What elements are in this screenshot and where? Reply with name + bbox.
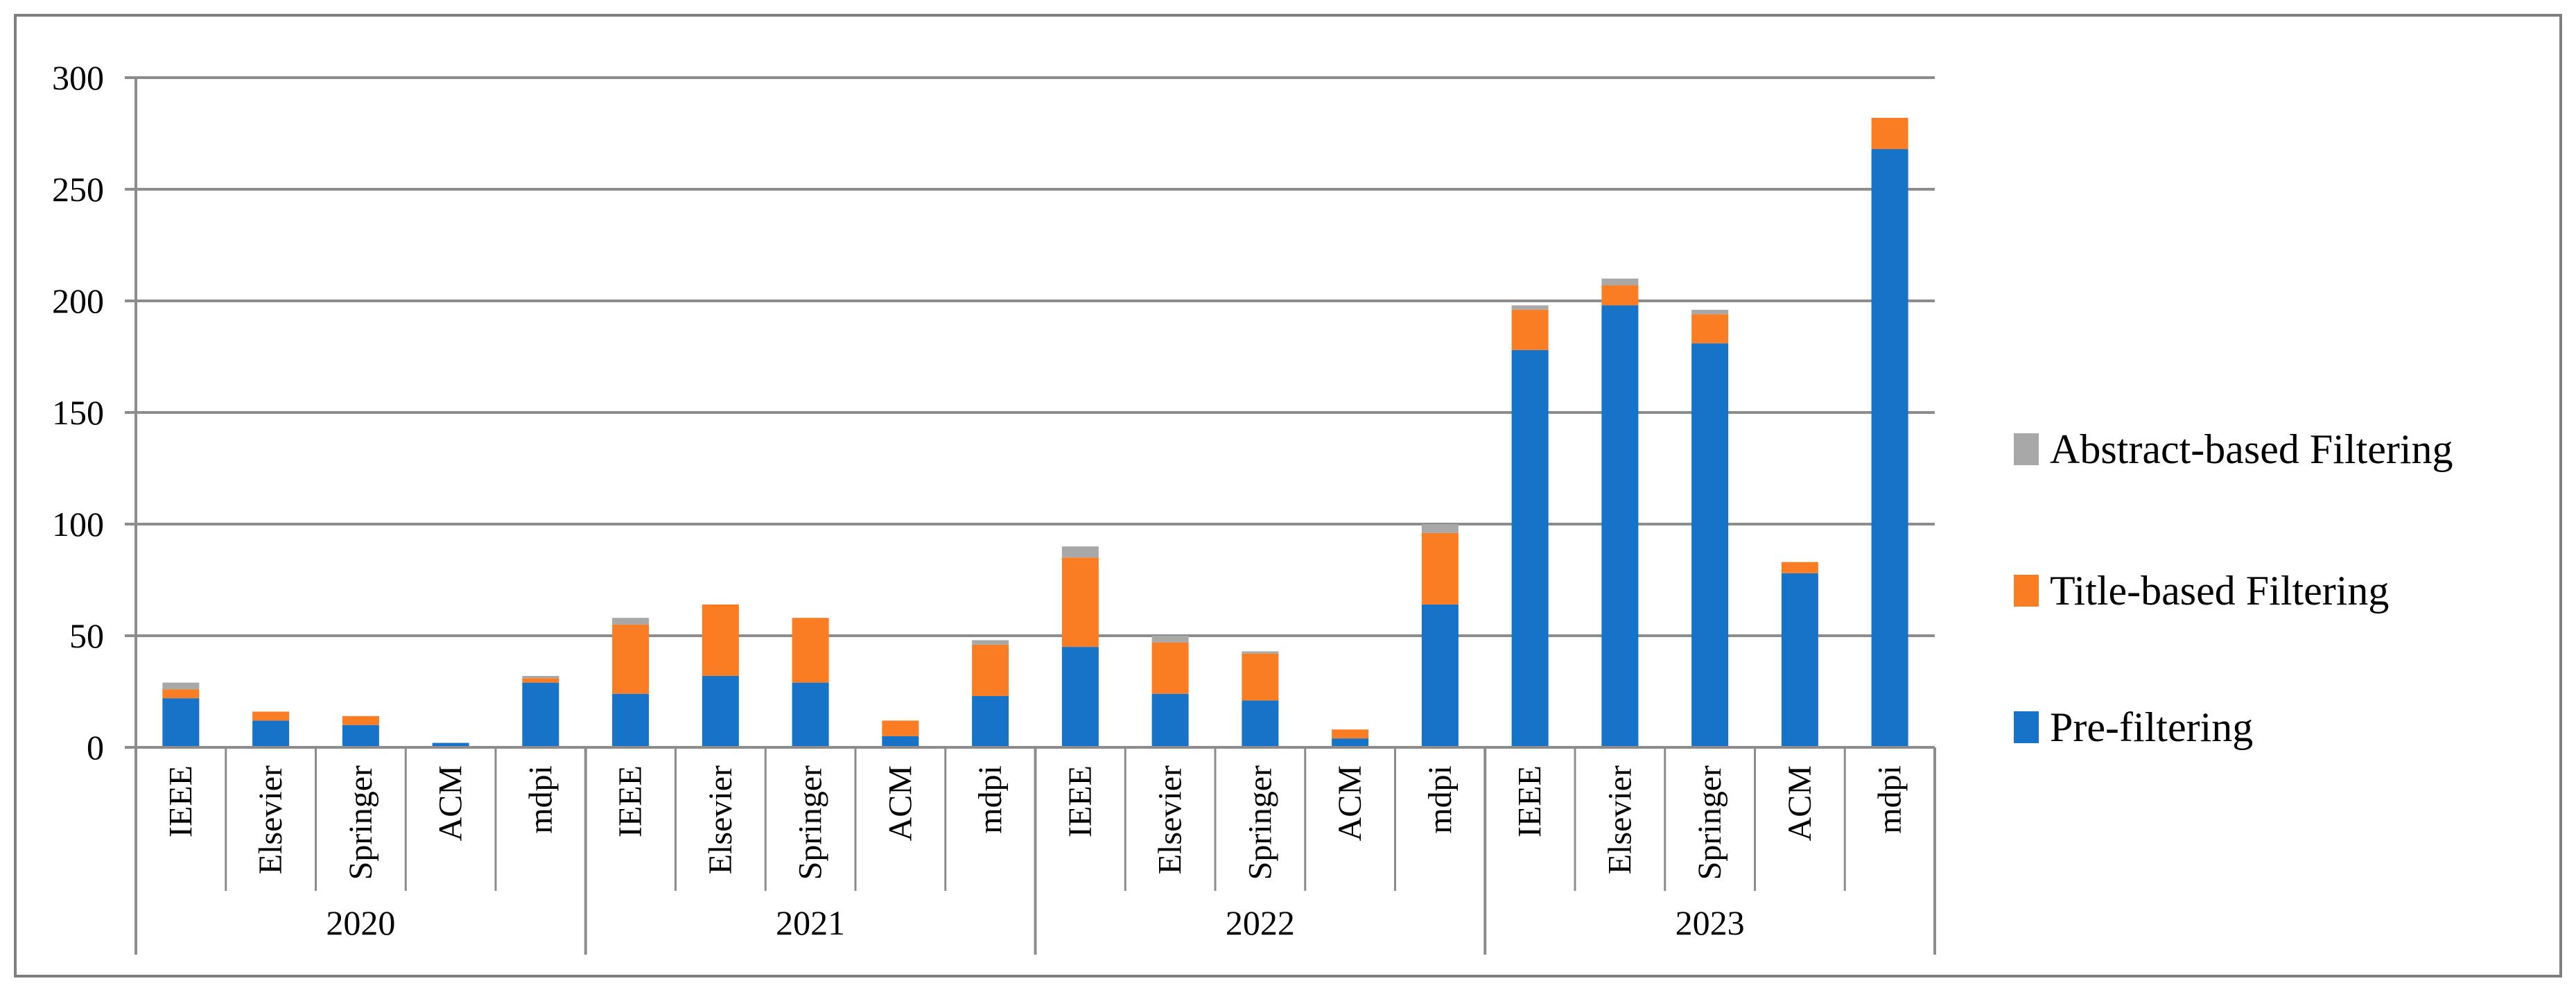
bar-segment-2023-springer-abstract-based-filtering: [1691, 309, 1729, 315]
y-tick-label-300: 300: [52, 58, 104, 97]
bar-segment-2020-ieee-pre-filtering: [162, 698, 200, 747]
legend-item-abstract-based-filtering: Abstract-based Filtering: [2014, 425, 2453, 474]
category-label-2022-ieee: IEEE: [1062, 765, 1099, 837]
bar-segment-2022-acm-pre-filtering: [1332, 738, 1369, 747]
bar-segment-2023-elsevier-abstract-based-filtering: [1601, 278, 1639, 286]
bar-segment-2022-elsevier-pre-filtering: [1151, 693, 1189, 747]
bar-segment-2023-elsevier-pre-filtering: [1601, 305, 1639, 747]
bar-segment-2020-springer-pre-filtering: [342, 724, 379, 747]
category-label-2023-springer: Springer: [1691, 765, 1728, 880]
chart-legend: Abstract-based Filtering Title-based Fil…: [2014, 0, 2555, 999]
bar-segment-2020-elsevier-title-based-filtering: [252, 711, 290, 721]
category-label-2023-ieee: IEEE: [1512, 765, 1549, 837]
legend-item-pre-filtering: Pre-filtering: [2014, 703, 2253, 752]
category-label-2022-springer: Springer: [1242, 765, 1278, 880]
figure-border: [14, 14, 2562, 978]
bar-segment-2022-acm-title-based-filtering: [1332, 729, 1369, 739]
bar-segment-2021-mdpi-abstract-based-filtering: [972, 640, 1009, 645]
category-label-2020-acm: ACM: [433, 765, 469, 841]
year-label-2020: 2020: [326, 903, 395, 942]
legend-swatch-pre-filtering: [2014, 711, 2039, 743]
bar-segment-2023-springer-title-based-filtering: [1691, 314, 1729, 344]
y-tick-label-250: 250: [52, 170, 104, 209]
category-label-2022-acm: ACM: [1332, 765, 1368, 841]
bar-segment-2022-springer-title-based-filtering: [1242, 653, 1279, 701]
bar-segment-2021-springer-title-based-filtering: [792, 618, 829, 683]
bar-segment-2021-acm-pre-filtering: [882, 736, 919, 747]
y-tick-label-0: 0: [87, 728, 104, 767]
bar-segment-2023-acm-title-based-filtering: [1781, 562, 1818, 573]
y-tick-label-50: 50: [69, 616, 104, 655]
y-tick-label-150: 150: [52, 393, 104, 432]
bar-segment-2021-elsevier-pre-filtering: [702, 675, 739, 747]
y-tick-label-200: 200: [52, 281, 104, 320]
bar-segment-2022-mdpi-abstract-based-filtering: [1421, 524, 1459, 533]
legend-label: Abstract-based Filtering: [2050, 426, 2453, 472]
bar-segment-2023-ieee-abstract-based-filtering: [1511, 305, 1549, 310]
bar-segment-2021-ieee-title-based-filtering: [612, 624, 650, 694]
bar-segment-2023-mdpi-pre-filtering: [1871, 149, 1908, 748]
category-label-2020-springer: Springer: [342, 765, 379, 880]
bar-segment-2022-ieee-pre-filtering: [1061, 647, 1099, 747]
bar-segment-2020-ieee-abstract-based-filtering: [162, 682, 200, 690]
category-label-2020-mdpi: mdpi: [522, 765, 559, 834]
category-label-2023-mdpi: mdpi: [1872, 765, 1908, 834]
category-label-2023-acm: ACM: [1782, 765, 1818, 841]
bar-segment-2023-ieee-pre-filtering: [1511, 349, 1549, 748]
bar-segment-2021-elsevier-title-based-filtering: [702, 604, 739, 676]
category-label-2021-acm: ACM: [882, 765, 919, 841]
bar-segment-2021-mdpi-title-based-filtering: [972, 644, 1009, 696]
bar-segment-2020-elsevier-pre-filtering: [252, 720, 290, 747]
bar-segment-2022-springer-abstract-based-filtering: [1242, 651, 1279, 654]
y-tick-label-100: 100: [52, 505, 104, 544]
bar-segment-2021-ieee-abstract-based-filtering: [612, 618, 650, 625]
year-label-2023: 2023: [1676, 903, 1745, 942]
legend-item-title-based-filtering: Title-based Filtering: [2014, 566, 2389, 615]
bar-segment-2022-mdpi-pre-filtering: [1421, 604, 1459, 747]
category-label-2021-springer: Springer: [792, 765, 829, 880]
bar-segment-2023-mdpi-title-based-filtering: [1871, 117, 1908, 150]
legend-swatch-abstract-based-filtering: [2014, 433, 2039, 465]
bar-segment-2022-springer-pre-filtering: [1242, 700, 1279, 747]
bar-segment-2021-mdpi-pre-filtering: [972, 695, 1009, 747]
year-label-2021: 2021: [776, 903, 845, 942]
bar-segment-2022-ieee-title-based-filtering: [1061, 557, 1099, 648]
bar-segment-2023-acm-pre-filtering: [1781, 573, 1818, 747]
bar-segment-2023-elsevier-title-based-filtering: [1601, 285, 1639, 306]
bar-segment-2020-mdpi-pre-filtering: [522, 682, 559, 747]
category-label-2020-ieee: IEEE: [162, 765, 199, 837]
bar-segment-2020-mdpi-abstract-based-filtering: [522, 675, 559, 679]
bar-segment-2020-mdpi-title-based-filtering: [522, 678, 559, 683]
category-label-2022-elsevier: Elsevier: [1152, 765, 1189, 874]
category-label-2022-mdpi: mdpi: [1422, 765, 1459, 834]
bar-segment-2022-elsevier-title-based-filtering: [1151, 642, 1189, 694]
bar-segment-2021-springer-pre-filtering: [792, 682, 829, 747]
bar-segment-2022-ieee-abstract-based-filtering: [1061, 546, 1099, 558]
legend-swatch-title-based-filtering: [2014, 575, 2039, 607]
legend-label: Pre-filtering: [2050, 704, 2254, 750]
bar-segment-2021-acm-title-based-filtering: [882, 720, 919, 736]
category-label-2023-elsevier: Elsevier: [1601, 765, 1638, 874]
bar-segment-2020-springer-title-based-filtering: [342, 715, 379, 725]
legend-label: Title-based Filtering: [2050, 568, 2390, 614]
category-label-2021-mdpi: mdpi: [972, 765, 1009, 834]
category-label-2021-elsevier: Elsevier: [702, 765, 739, 874]
bar-segment-2021-ieee-pre-filtering: [612, 693, 650, 747]
bar-segment-2023-ieee-title-based-filtering: [1511, 309, 1549, 350]
bar-segment-2020-acm-pre-filtering: [432, 742, 469, 747]
bar-segment-2022-mdpi-title-based-filtering: [1421, 532, 1459, 605]
bar-segment-2020-ieee-title-based-filtering: [162, 689, 200, 699]
category-label-2021-ieee: IEEE: [612, 765, 649, 837]
year-label-2022: 2022: [1226, 903, 1295, 942]
bar-segment-2023-springer-pre-filtering: [1691, 343, 1729, 747]
category-label-2020-elsevier: Elsevier: [252, 765, 289, 874]
bar-segment-2022-elsevier-abstract-based-filtering: [1151, 636, 1189, 643]
